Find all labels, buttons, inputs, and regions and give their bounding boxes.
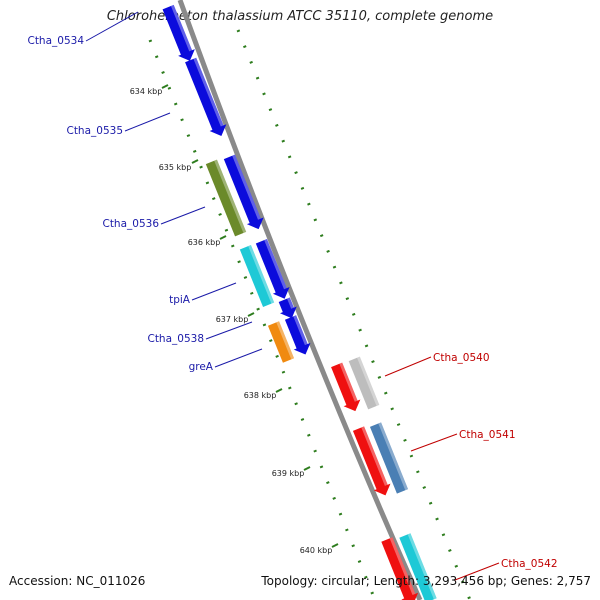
gene-feature [381,537,419,600]
gene-highlight [389,537,416,595]
gene-label: Ctha_0540 [433,352,490,364]
gene-highlight [378,422,409,491]
kbp-tick-mark [275,388,283,393]
gene-arrow [331,362,361,412]
gene-features [162,4,437,600]
gene-leader-line [454,562,500,581]
gene-leader-line [160,206,206,225]
gene-label: greA [189,361,214,373]
gene-feature [223,154,264,230]
gene-arrow [267,321,295,363]
accession-text: Accession: NC_011026 [9,574,146,588]
gene-leader-line [124,112,171,132]
gene-highlight [193,57,224,127]
gene-highlight [214,159,247,234]
kbp-tick-mark [191,159,199,164]
gene-arrow [381,537,419,600]
gene-feature [284,315,311,355]
gene-arrow [239,245,275,307]
gene-leader-line [214,348,263,368]
gene-feature [331,362,361,412]
gene-label: tpiA [169,294,191,306]
gene-arrow [185,57,227,137]
gene-feature [162,4,195,61]
gene-label: Ctha_0534 [27,35,84,47]
kbp-tick-label: 635 kbp [159,163,192,172]
gene-arrow [284,315,311,355]
gc-dots-outer [236,29,472,600]
gene-labels: Ctha_0534 Ctha_0535 Ctha_0536 tpiA Ctha_0538… [27,11,558,581]
genome-summary: Topology: circular; Length: 3,293,456 bp… [261,574,591,588]
kbp-tick-label: 640 kbp [300,546,333,555]
gene-arrow [255,239,290,299]
gene-feature [185,57,227,137]
gene-arrow [369,422,409,494]
gene-label: Ctha_0535 [66,125,123,137]
gene-feature [205,159,247,237]
kbp-tick-mark [303,466,311,471]
gene-highlight [248,245,275,304]
kbp-tick-label: 636 kbp [188,238,221,247]
gene-highlight [276,321,295,360]
gene-feature [399,533,437,600]
gene-arrow [348,356,380,410]
gene-feature [352,426,391,496]
kbp-tick-mark [219,235,227,240]
gene-highlight [170,4,193,52]
kbp-tick-label: 638 kbp [244,391,277,400]
gene-highlight [264,239,287,290]
gene-feature [239,245,275,307]
kbp-tick-mark [331,543,339,548]
kbp-tick-label: 637 kbp [216,315,249,324]
gene-feature [369,422,409,494]
gene-highlight [293,315,308,346]
gene-leader-line [384,356,432,377]
gene-arrow [399,533,437,600]
gene-leader-line [410,433,458,452]
gene-leader-line [85,11,139,42]
kbp-tick-mark [247,312,255,317]
gene-leader-line [205,321,253,340]
gc-content-track [148,29,472,600]
kbp-tick-label: 634 kbp [130,87,163,96]
gene-arrow [278,297,297,319]
gene-arrow [205,159,247,237]
gene-highlight [407,533,437,600]
gene-leader-line [191,282,237,301]
genome-backbone [177,0,423,600]
kbp-tick-mark [161,84,169,89]
gene-arrow [162,4,195,61]
gene-feature [255,239,290,299]
gene-highlight [357,356,380,406]
gene-feature [348,356,380,410]
gene-highlight [232,154,261,220]
gc-dots-inner [148,39,377,600]
gene-highlight [287,297,294,309]
gene-highlight [361,426,388,486]
gene-feature [267,321,295,363]
gene-feature [278,297,297,319]
gene-label: Ctha_0538 [147,333,204,345]
kbp-ticks: 634 kbp 635 kbp 636 kbp 637 kbp 638 kbp 639 k… [130,84,339,555]
kbp-tick-label: 639 kbp [272,469,305,478]
map-title: Chloroherpeton thalassium ATCC 35110, co… [106,9,494,24]
gene-arrow [352,426,391,496]
gene-highlight [339,362,358,402]
gene-label: Ctha_0536 [102,218,159,230]
gene-label: Ctha_0542 [501,558,558,570]
gene-arrow [223,154,264,230]
gene-label: Ctha_0541 [459,429,516,441]
